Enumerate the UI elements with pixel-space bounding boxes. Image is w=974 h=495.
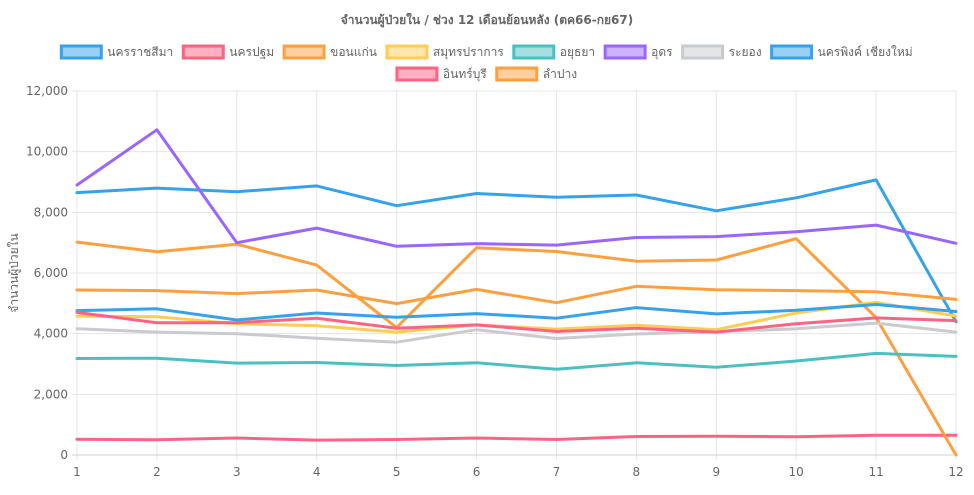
legend-label: นครพิงค์ เชียงใหม่: [818, 45, 913, 59]
series-lines: [75, 128, 958, 457]
legend-item[interactable]: สมุทรปราการ: [385, 44, 504, 60]
y-tick-label: 0: [60, 448, 68, 462]
legend-label: อยุธยา: [560, 45, 595, 60]
legend-swatch: [385, 44, 429, 60]
y-axis-label: จำนวนผู้ป่วยใน: [7, 233, 22, 312]
x-tick-label: 12: [948, 465, 963, 479]
chart-title: จำนวนผู้ป่วยใน / ช่วง 12 เดือนย้อนหลัง (…: [341, 12, 633, 28]
series-line[interactable]: [75, 237, 958, 457]
legend-item[interactable]: นครราชสีมา: [59, 44, 173, 60]
legend-item[interactable]: อินทร์บุรี: [395, 66, 487, 82]
legend-label: ระยอง: [729, 45, 762, 59]
series-line[interactable]: [75, 128, 958, 248]
legend-swatch: [395, 66, 439, 82]
legend-swatch: [770, 44, 814, 60]
legend-item[interactable]: นครปฐม: [181, 44, 274, 60]
legend-label: ขอนแก่น: [330, 45, 377, 59]
series-line[interactable]: [75, 303, 958, 322]
legend-label: อินทร์บุรี: [443, 67, 487, 82]
legend-swatch: [282, 44, 326, 60]
legend-item[interactable]: ลำปาง: [495, 66, 577, 82]
legend-item[interactable]: อุดร: [603, 44, 673, 60]
y-tick-label: 10,000: [26, 145, 68, 159]
legend-label: ลำปาง: [543, 67, 577, 81]
legend-item[interactable]: อยุธยา: [512, 44, 595, 60]
x-axis-ticks: 1 2 3 4 5 6 7 8 9 10 11 12: [73, 465, 963, 479]
series-line[interactable]: [75, 321, 958, 344]
legend-item[interactable]: ระยอง: [681, 44, 762, 60]
y-tick-label: 6,000: [34, 266, 68, 280]
legend-item[interactable]: ขอนแก่น: [282, 44, 377, 60]
x-tick-label: 11: [868, 465, 883, 479]
legend-item[interactable]: นครพิงค์ เชียงใหม่: [770, 44, 913, 60]
x-tick-label: 10: [789, 465, 804, 479]
legend-label: นครปฐม: [229, 45, 274, 59]
y-tick-label: 12,000: [26, 84, 68, 98]
y-tick-label: 2,000: [34, 387, 68, 401]
legend-swatch: [512, 44, 556, 60]
x-tick-label: 7: [553, 465, 561, 479]
x-tick-label: 1: [73, 465, 81, 479]
legend-swatch: [603, 44, 647, 60]
y-axis-ticks: 0 2,000 4,000 6,000 8,000 10,000 12,000: [26, 84, 68, 462]
legend-label: อุดร: [651, 45, 673, 60]
x-tick-label: 8: [633, 465, 641, 479]
legend-label: นครราชสีมา: [107, 45, 173, 59]
legend: นครราชสีมา นครปฐม ขอนแก่น สมุทรปราการ อยุธยา…: [59, 44, 913, 82]
x-tick-label: 5: [393, 465, 401, 479]
x-tick-label: 6: [473, 465, 481, 479]
y-tick-label: 8,000: [34, 205, 68, 219]
x-tick-label: 4: [313, 465, 321, 479]
x-tick-label: 2: [153, 465, 161, 479]
x-tick-label: 9: [712, 465, 720, 479]
x-tick-label: 3: [233, 465, 241, 479]
legend-swatch: [181, 44, 225, 60]
series-line[interactable]: [75, 310, 958, 334]
legend-label: สมุทรปราการ: [433, 45, 504, 60]
series-line[interactable]: [75, 433, 958, 442]
series-line[interactable]: [75, 284, 958, 306]
series-line[interactable]: [75, 351, 958, 371]
legend-swatch: [59, 44, 103, 60]
legend-swatch: [681, 44, 725, 60]
series-line[interactable]: [75, 178, 958, 324]
y-tick-label: 4,000: [34, 327, 68, 341]
legend-swatch: [495, 66, 539, 82]
grid-lines: [72, 90, 957, 460]
